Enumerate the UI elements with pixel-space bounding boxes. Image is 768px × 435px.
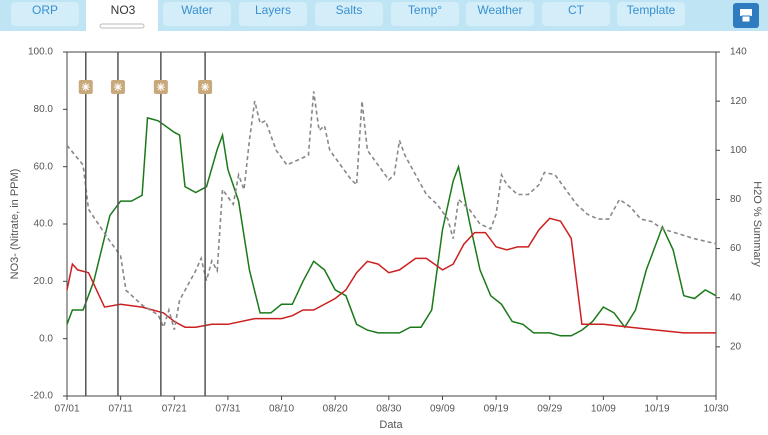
x-tick-label: 10/09 <box>591 404 616 415</box>
event-icon-glyph <box>156 83 165 91</box>
tab-pill <box>391 2 459 26</box>
print-icon <box>740 9 752 16</box>
tab[interactable]: Template <box>627 3 676 17</box>
series-line <box>66 91 717 330</box>
tab-pill <box>11 2 79 26</box>
event-icon-glyph <box>201 83 210 91</box>
y-tick-label: 60.0 <box>34 161 54 172</box>
active-tab-underline <box>99 23 145 29</box>
x-tick-label: 08/30 <box>376 404 401 415</box>
tab[interactable]: CT <box>568 3 585 17</box>
x-tick-label: 08/20 <box>323 404 348 415</box>
tab[interactable]: Layers <box>255 3 291 17</box>
tab[interactable]: ORP <box>32 3 58 17</box>
y2-tick-label: 40 <box>730 292 742 303</box>
x-tick-label: 07/21 <box>162 404 187 415</box>
tab-pill <box>542 2 610 26</box>
series-line <box>66 217 716 334</box>
tab-pill <box>163 2 231 26</box>
y2-tick-label: 140 <box>730 47 747 58</box>
y-tick-label: 80.0 <box>34 104 54 115</box>
y2-tick-label: 60 <box>730 243 742 254</box>
x-axis-label: Data <box>379 419 403 431</box>
x-tick-label: 09/09 <box>430 404 455 415</box>
x-tick-label: 10/30 <box>703 404 728 415</box>
event-icon-glyph <box>113 83 122 91</box>
tab-pill <box>315 2 383 26</box>
tab[interactable]: NO3 <box>111 3 136 17</box>
print-icon <box>741 15 751 23</box>
tab[interactable]: Weather <box>477 3 522 17</box>
tab[interactable]: Salts <box>336 3 363 17</box>
y2-tick-label: 20 <box>730 341 742 352</box>
tab[interactable]: Temp° <box>408 3 442 17</box>
y-tick-label: -20.0 <box>30 391 53 402</box>
event-icon-glyph <box>81 83 90 91</box>
plot-area <box>66 51 717 397</box>
y-axis-label: NO3- (Nitrate, in PPM) <box>9 169 21 280</box>
x-tick-label: 07/11 <box>108 404 133 415</box>
tab[interactable]: Water <box>181 3 213 17</box>
y-tick-label: 40.0 <box>34 219 54 230</box>
series-line <box>66 116 717 337</box>
tab-pill <box>466 2 534 26</box>
y-tick-label: 20.0 <box>34 276 54 287</box>
tab-pill <box>617 2 685 26</box>
tabs: ORP NO3 Water Layers Salts Temp° Weather CT Temp… <box>11 0 685 31</box>
x-tick-label: 09/29 <box>537 404 562 415</box>
x-tick-label: 10/19 <box>644 404 669 415</box>
x-tick-label: 07/01 <box>54 404 79 415</box>
y2-axis-label: H2O % Summary <box>751 181 763 267</box>
tab-pill <box>239 2 307 26</box>
y2-tick-label: 100 <box>730 145 747 156</box>
x-tick-label: 07/31 <box>215 404 240 415</box>
y2-tick-label: 120 <box>730 96 747 107</box>
y-tick-label: 0.0 <box>39 333 53 344</box>
x-tick-label: 08/10 <box>269 404 294 415</box>
y2-tick-label: 80 <box>730 194 742 205</box>
y-tick-label: 100.0 <box>28 47 53 58</box>
x-tick-label: 09/19 <box>484 404 509 415</box>
